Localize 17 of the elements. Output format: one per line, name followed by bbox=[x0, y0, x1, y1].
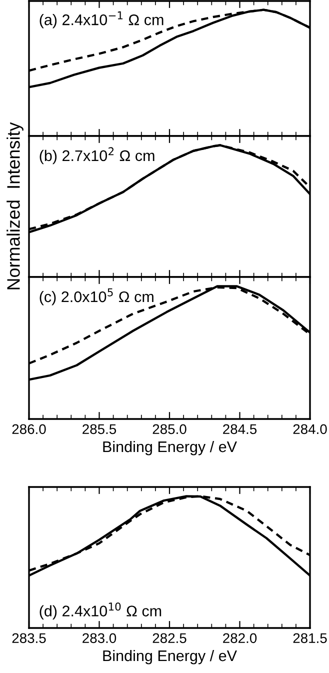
x-tick-label: 285.5 bbox=[82, 424, 116, 434]
x-tick-label: 282.0 bbox=[223, 633, 257, 644]
x-axis-title: Binding Energy / eV bbox=[103, 650, 237, 664]
x-tick-label: 283.5 bbox=[12, 633, 46, 644]
x-tick-label: 281.5 bbox=[293, 633, 327, 644]
x-tick-label: 284.0 bbox=[293, 424, 327, 434]
x-tick-label: 283.0 bbox=[82, 633, 116, 644]
annotation: (c) 2.0x10$^{5}$ Ω cm bbox=[40, 288, 154, 306]
annotation: (b) 2.7x10$^{2}$ Ω cm bbox=[40, 147, 154, 164]
x-tick-label: 284.5 bbox=[223, 424, 257, 434]
y-axis-title: Normalized Intensity bbox=[6, 122, 24, 290]
x-axis-title: Binding Energy / eV bbox=[103, 440, 237, 456]
x-tick-label: 285.0 bbox=[152, 424, 186, 434]
x-tick-label: 282.5 bbox=[152, 633, 186, 644]
annotation: (d) 2.4x10$^{10}$ Ω cm bbox=[40, 602, 162, 620]
annotation: (a) 2.4x10$^{−1}$ Ω cm bbox=[40, 11, 164, 28]
x-tick-label: 286.0 bbox=[12, 424, 46, 434]
